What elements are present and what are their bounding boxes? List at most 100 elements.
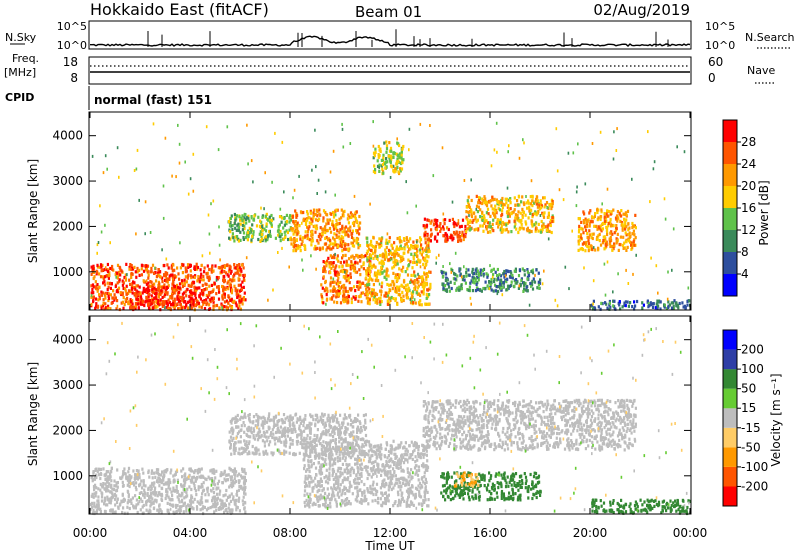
echo-cell	[528, 303, 531, 307]
echo-cell	[349, 275, 352, 279]
echo-cell	[332, 246, 335, 250]
echo-cell	[202, 302, 205, 306]
echo-cell	[263, 434, 266, 438]
echo-cell	[347, 213, 350, 217]
echo-cell	[192, 300, 195, 304]
echo-cell	[357, 224, 360, 228]
echo-cell	[367, 300, 370, 304]
echo-cell	[641, 306, 644, 310]
echo-cell	[358, 214, 361, 219]
echo-cell	[312, 216, 315, 220]
echo-cell	[283, 223, 286, 227]
echo-cell	[98, 265, 101, 269]
echo-cell	[396, 236, 399, 241]
echo-cell	[395, 162, 398, 166]
echo-cell	[366, 293, 369, 297]
echo-cell	[325, 229, 328, 233]
echo-cell	[238, 225, 241, 229]
echo-cell	[185, 491, 188, 495]
echo-cell	[336, 418, 339, 422]
echo-cell	[457, 222, 460, 226]
echo-cell	[98, 285, 101, 289]
echo-cell	[233, 481, 236, 485]
echo-cell	[184, 266, 187, 270]
echo-cell	[445, 233, 448, 237]
echo-cell	[158, 282, 161, 286]
echo-cell	[476, 210, 479, 214]
echo-cell	[164, 286, 167, 290]
echo-cell	[201, 263, 203, 267]
colorbar-tick-label: 8	[741, 245, 749, 259]
echo-cell	[198, 277, 201, 281]
echo-cell	[365, 252, 368, 256]
echo-cell	[116, 497, 119, 501]
echo-cell	[467, 221, 470, 225]
echo-cell	[466, 218, 469, 222]
echo-cell	[592, 232, 595, 236]
cpid-label: CPID	[5, 91, 34, 104]
echo-cell	[192, 303, 195, 307]
echo-cell	[329, 247, 332, 251]
echo-cell	[359, 437, 362, 442]
echo-cell	[260, 434, 263, 438]
echo-cell	[143, 495, 146, 499]
echo-cell	[191, 291, 194, 295]
echo-cell	[104, 293, 107, 297]
echo-cell	[291, 422, 294, 426]
echo-cell	[153, 506, 156, 510]
echo-cell	[398, 288, 401, 292]
echo-cell	[586, 219, 589, 223]
echo-cell	[173, 289, 176, 293]
echo-cell	[474, 217, 477, 221]
echo-cell	[316, 239, 319, 243]
echo-cell	[381, 167, 384, 171]
echo-cell	[283, 190, 285, 194]
echo-cell	[425, 292, 428, 296]
echo-cell	[316, 416, 319, 420]
echo-cell	[333, 243, 336, 247]
echo-cell	[212, 487, 215, 491]
echo-cell	[332, 419, 335, 423]
echo-cell	[230, 286, 233, 290]
echo-cell	[221, 306, 223, 310]
echo-cell	[490, 288, 493, 292]
echo-cell	[605, 240, 608, 244]
echo-cell	[562, 198, 565, 202]
echo-cell	[364, 452, 367, 456]
echo-cell	[521, 267, 524, 271]
echo-cell	[541, 228, 544, 232]
echo-cell	[242, 447, 245, 451]
echo-cell	[217, 297, 221, 301]
echo-cell	[210, 283, 213, 287]
echo-cell	[229, 298, 232, 302]
echo-cell	[355, 238, 358, 242]
echo-cell	[229, 265, 232, 269]
echo-cell	[233, 284, 236, 288]
echo-cell	[613, 299, 616, 303]
echo-cell	[615, 149, 618, 152]
echo-cell	[172, 284, 175, 288]
echo-cell	[500, 278, 503, 282]
echo-cell	[523, 269, 526, 273]
echo-cell	[231, 306, 234, 310]
echo-cell	[338, 450, 341, 454]
echo-cell	[614, 229, 617, 233]
echo-cell	[366, 236, 369, 240]
echo-cell	[133, 281, 136, 285]
echo-cell	[170, 266, 173, 270]
echo-cell	[327, 246, 330, 250]
echo-cell	[181, 475, 184, 479]
echo-cell	[331, 280, 334, 284]
echo-cell	[418, 303, 421, 307]
echo-cell	[602, 235, 605, 239]
echo-cell	[188, 294, 191, 299]
echo-cell	[221, 506, 224, 510]
echo-cell	[147, 302, 151, 306]
echo-cell	[243, 481, 246, 485]
echo-cell	[407, 239, 410, 243]
echo-cell	[631, 232, 634, 236]
echo-cell	[129, 476, 132, 480]
echo-cell	[501, 230, 504, 234]
echo-cell	[111, 264, 114, 269]
echo-cell	[450, 234, 453, 238]
